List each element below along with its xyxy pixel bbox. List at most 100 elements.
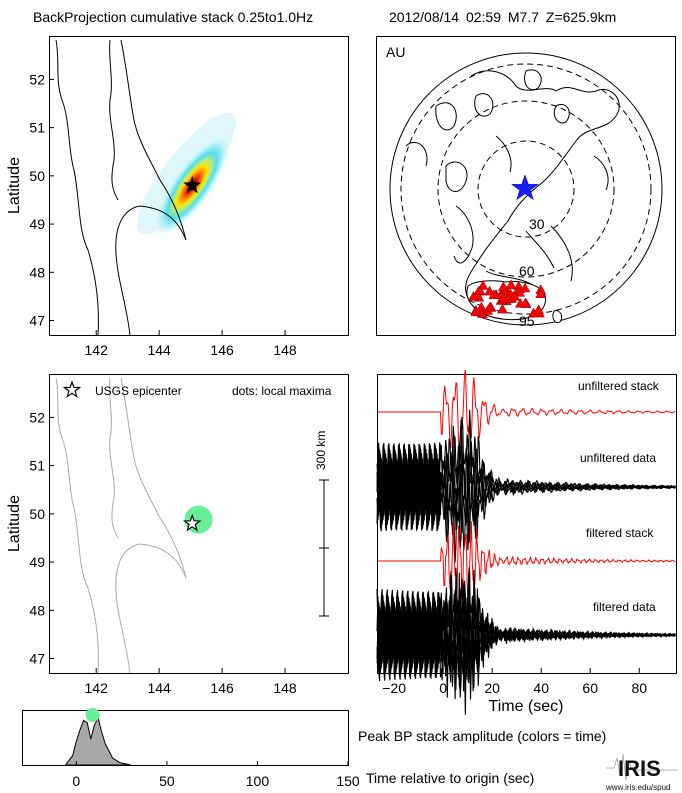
x-tick-label: 20 — [484, 680, 500, 696]
y-tick-label: 48 — [29, 264, 45, 280]
x-tick-label: 144 — [147, 342, 171, 358]
amplitude-area — [65, 716, 131, 766]
station-triangle — [535, 288, 547, 298]
epicenter-star — [182, 513, 202, 532]
ring-label-30: 30 — [529, 216, 545, 232]
trace-filtered-stack — [377, 520, 676, 599]
y-tick-label: 47 — [29, 651, 45, 667]
coastline — [109, 39, 119, 201]
station-triangle — [474, 285, 486, 295]
x-tick-label: 150 — [336, 773, 360, 789]
iris-logo-text: IRIS — [618, 756, 661, 781]
coastline — [115, 205, 187, 336]
trace-filtered-data — [376, 588, 676, 676]
coastline — [109, 377, 119, 539]
trace-unfiltered-data — [376, 434, 676, 536]
figure-title: BackProjection cumulative stack 0.25to1.… — [33, 9, 314, 25]
trace-label: unfiltered stack — [578, 379, 660, 393]
station-triangle — [505, 279, 517, 289]
x-tick-label: 60 — [582, 680, 598, 696]
legend-epicenter-label: USGS epicenter — [95, 384, 182, 398]
x-tick-label: 0 — [439, 680, 447, 696]
scalebar-label: 300 km — [314, 431, 328, 470]
globe-label: AU — [386, 44, 405, 60]
coastline — [120, 39, 187, 241]
legend-star-icon — [62, 380, 82, 398]
y-tick-label: 51 — [29, 120, 45, 136]
trace-filtered-data — [376, 602, 676, 671]
station-triangle — [476, 301, 487, 312]
station-triangle — [470, 306, 482, 316]
event-info: 2012/08/14 02:59 M7.7 Z=625.9km — [389, 9, 617, 25]
y-tick-label: 50 — [29, 168, 45, 184]
trace-filtered-data — [376, 588, 676, 692]
trace-label: unfiltered data — [580, 451, 656, 465]
ring-label-60: 60 — [519, 263, 535, 279]
station-globe: AU 30 60 95 — [376, 36, 676, 336]
x-tick-label: −20 — [382, 680, 406, 696]
waveforms: unfiltered stack unfiltered data filtered … — [376, 369, 677, 715]
x-axis-label: Time (sec) — [489, 698, 564, 715]
trace-label: filtered stack — [586, 526, 654, 540]
peak-time-dot — [85, 708, 100, 722]
trace-label: filtered data — [593, 600, 656, 614]
coastline — [120, 377, 187, 579]
coastline — [115, 543, 187, 674]
coastline — [55, 377, 99, 674]
trace-unfiltered-data — [376, 441, 676, 526]
x-tick-label: 148 — [273, 342, 297, 358]
y-axis-label: Latitude — [6, 495, 23, 552]
backprojection-map: 142 144 146 148 47 48 49 50 51 52 Latitude — [6, 36, 349, 358]
globe-coastlines — [405, 69, 620, 299]
plot-frame — [22, 710, 349, 766]
station-triangle — [533, 304, 544, 315]
y-tick-label: 47 — [29, 313, 45, 329]
distance-rings — [400, 63, 652, 315]
x-tick-label: 142 — [85, 680, 109, 696]
x-tick-label: 80 — [631, 680, 647, 696]
trace-unfiltered-data — [376, 409, 676, 563]
y-tick-label: 50 — [29, 506, 45, 522]
station-triangle — [468, 290, 479, 301]
x-tick-label: 40 — [533, 680, 549, 696]
iris-logo-url: www.iris.edu/spud — [605, 783, 670, 792]
globe-outline — [389, 52, 663, 326]
x-tick-label: 142 — [85, 342, 109, 358]
trace-unfiltered-data — [376, 455, 676, 525]
trace-unfiltered-data — [376, 435, 676, 549]
event-star — [510, 174, 540, 201]
y-tick-label: 51 — [29, 458, 45, 474]
x-tick-label: 100 — [246, 773, 270, 789]
trace-unfiltered-stack — [377, 369, 676, 450]
x-tick-label: 148 — [273, 680, 297, 696]
station-triangle — [484, 301, 496, 312]
x-tick-label: 50 — [159, 773, 175, 789]
x-tick-label: 146 — [210, 680, 234, 696]
plot-frame — [49, 374, 349, 674]
x-tick-label: 146 — [210, 342, 234, 358]
trace-filtered-data — [376, 572, 676, 690]
peak-amplitude: 0 50 100 150 Peak BP stack amplitude (colors… — [22, 708, 606, 789]
heat-halo — [137, 112, 236, 235]
epicenter-star — [183, 176, 202, 194]
plot-frame — [49, 36, 349, 336]
trace-unfiltered-data — [376, 416, 676, 551]
station-triangle — [519, 282, 531, 293]
y-axis-label: Latitude — [6, 157, 23, 214]
y-tick-label: 49 — [29, 554, 45, 570]
station-triangle — [498, 291, 509, 302]
station-triangle — [509, 290, 520, 301]
local-maxima-map: 142 144 146 148 47 48 49 50 51 52 Latitude USGS epi… — [6, 374, 349, 696]
trace-filtered-data — [376, 567, 676, 715]
x-tick-label: 144 — [147, 680, 171, 696]
trace-filtered-data — [376, 567, 676, 700]
amplitude-xlabel: Time relative to origin (sec) — [366, 770, 534, 786]
amplitude-title: Peak BP stack amplitude (colors = time) — [358, 728, 606, 744]
legend-maxima-label: dots: local maxima — [232, 384, 332, 398]
plot-frame — [377, 374, 677, 674]
station-triangle — [488, 289, 500, 299]
station-triangle — [497, 281, 509, 291]
station-triangle — [497, 303, 508, 314]
station-triangle — [519, 297, 531, 308]
coastline — [55, 39, 99, 336]
